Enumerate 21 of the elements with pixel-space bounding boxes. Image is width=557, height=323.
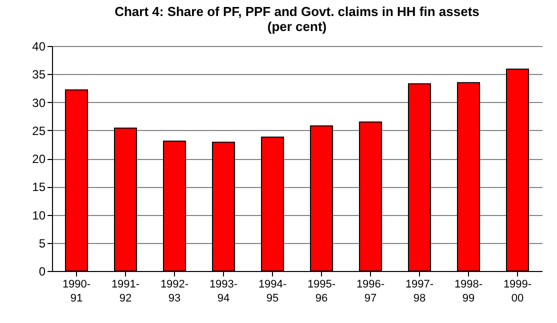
y-tick-label: 30 [32, 96, 46, 110]
y-tick-label: 35 [32, 68, 46, 82]
y-tick-label: 10 [32, 208, 46, 222]
x-tick-label: 1996-97 [356, 278, 385, 304]
y-tick-label: 25 [32, 124, 46, 138]
y-tick-label: 40 [32, 40, 46, 54]
x-tick-label: 1992-93 [160, 278, 189, 304]
x-tick-label: 1995-96 [307, 278, 336, 304]
y-tick-label: 0 [38, 264, 46, 278]
x-tick-label: 1998-99 [454, 278, 483, 304]
x-tick-label: 1991-92 [111, 278, 140, 304]
chart-title: Chart 4: Share of PF, PPF and Govt. claims in HH fin assets [114, 4, 480, 19]
x-tick-label: 1990-91 [62, 278, 91, 304]
x-tick-label: 1999-00 [503, 278, 532, 304]
y-tick-label: 5 [38, 236, 46, 250]
y-tick-label: 15 [32, 180, 46, 194]
y-tick-label: 20 [32, 152, 46, 166]
x-tick-label: 1997-98 [405, 278, 434, 304]
chart-subtitle: (per cent) [267, 19, 327, 34]
x-tick-label: 1993-94 [209, 278, 238, 304]
x-tick-label: 1994-95 [258, 278, 287, 304]
